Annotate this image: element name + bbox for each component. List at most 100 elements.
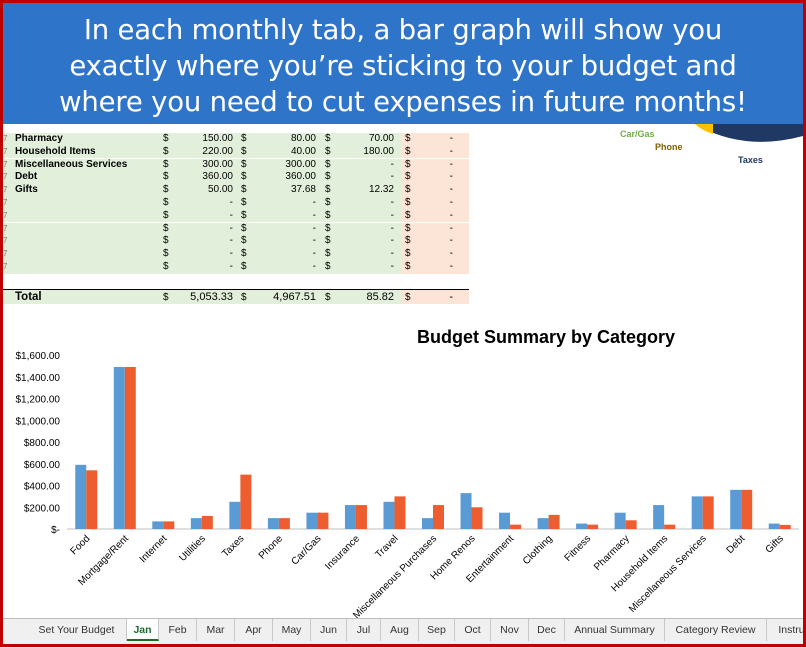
currency-symbol: $ — [405, 292, 411, 303]
row-marker: 7 — [3, 249, 8, 259]
pie-slice-taxes — [695, 124, 803, 142]
banner: In each monthly tab, a bar graph will sh… — [3, 3, 803, 124]
currency-symbol: $ — [163, 222, 169, 234]
pie-chart-fragment — [683, 124, 803, 142]
bar-series-1-9 — [422, 518, 433, 529]
bar-series-1-4 — [229, 501, 241, 529]
row-marker: 7 — [3, 223, 8, 233]
sheet-tab-feb[interactable]: Feb — [159, 619, 197, 641]
bar-series-2-9 — [433, 505, 444, 529]
bar-series-2-6 — [317, 512, 329, 529]
sheet-tab-category-review[interactable]: Category Review — [665, 619, 767, 641]
sheet-tab-instru[interactable]: Instru — [767, 619, 803, 641]
over-cell: - — [449, 235, 453, 247]
over-cell: - — [449, 145, 453, 157]
sheet-tab-nov[interactable]: Nov — [491, 619, 529, 641]
sheet-tab-mar[interactable]: Mar — [197, 619, 235, 641]
actual-cell: - — [312, 248, 316, 260]
row-bg-peach — [401, 133, 469, 146]
pie-label-phone: Phone — [655, 142, 683, 152]
sheet-tab-oct[interactable]: Oct — [455, 619, 491, 641]
currency-symbol: $ — [405, 222, 411, 234]
bar-series-2-16 — [702, 496, 714, 529]
row-bg-green — [3, 290, 401, 304]
diff-cell: - — [390, 235, 394, 247]
row-bg-green — [3, 209, 401, 223]
row-marker: 7 — [3, 172, 8, 182]
over-cell: - — [449, 197, 453, 208]
sheet-tab-jul[interactable]: Jul — [347, 619, 381, 641]
row-bg-peach — [401, 184, 469, 197]
row-marker: 7 — [3, 134, 8, 143]
total-row: Total $5,053.33 $4,967.51 $85.82 $ - — [3, 289, 469, 304]
row-bg-green — [3, 222, 401, 236]
x-tick-label: Travel — [373, 533, 400, 560]
sheet-tab-set-your-budget[interactable]: Set Your Budget — [27, 619, 127, 641]
diff-cell: - — [390, 222, 394, 234]
currency-symbol: $ — [241, 184, 247, 196]
currency-symbol: $ — [163, 133, 169, 144]
row-bg-green — [3, 133, 401, 146]
category-cell: Miscellaneous Services — [15, 158, 128, 170]
bar-series-1-14 — [614, 512, 626, 529]
sheet-tab-apr[interactable]: Apr — [235, 619, 273, 641]
x-tick-label: Utilities — [177, 533, 208, 564]
sheet-tab-aug[interactable]: Aug — [381, 619, 419, 641]
bar-series-1-0 — [75, 464, 87, 529]
bar-series-2-14 — [625, 520, 637, 529]
budget-cell: - — [229, 209, 233, 221]
budget-summary-chart: Budget Summary by Category $- $200.00 $400.… — [3, 313, 803, 621]
currency-symbol: $ — [325, 248, 331, 260]
table-row: 7 $ - $ - $ - $ - — [3, 197, 469, 210]
sheet-tab-annual-summary[interactable]: Annual Summary — [565, 619, 665, 641]
diff-cell: - — [390, 171, 394, 183]
currency-symbol: $ — [405, 209, 411, 221]
x-tick-label: Gifts — [764, 533, 786, 555]
currency-symbol: $ — [163, 292, 169, 303]
over-cell: - — [449, 158, 453, 170]
currency-symbol: $ — [163, 248, 169, 260]
bar-series-2-13 — [587, 524, 599, 529]
row-bg-green — [3, 235, 401, 248]
row-bg-peach — [401, 145, 469, 159]
x-tick-label: Car/Gas — [289, 533, 323, 567]
sheet-tab-dec[interactable]: Dec — [529, 619, 565, 641]
currency-symbol: $ — [405, 158, 411, 170]
bar-series-2-10 — [471, 507, 483, 529]
sheet-tab-sep[interactable]: Sep — [419, 619, 455, 641]
row-marker: 7 — [3, 146, 8, 156]
row-bg-green — [3, 158, 401, 172]
currency-symbol: $ — [163, 145, 169, 157]
x-tick-label: Taxes — [220, 533, 246, 559]
row-marker: 7 — [3, 159, 8, 169]
row-marker: 7 — [3, 262, 8, 271]
row-bg-green — [3, 171, 401, 184]
bar-series-1-10 — [460, 493, 472, 529]
sheet-tab-bar: Set Your Budget Jan Feb Mar Apr May Jun Jul Aug S… — [3, 618, 803, 644]
currency-symbol: $ — [325, 171, 331, 183]
x-tick-label: Internet — [138, 533, 170, 565]
sheet-tab-may[interactable]: May — [273, 619, 311, 641]
sheet-tab-jun[interactable]: Jun — [311, 619, 347, 641]
diff-cell: 85.82 — [366, 291, 394, 303]
bar-series-1-11 — [499, 512, 511, 529]
table-row: 7 $ - $ - $ - $ - — [3, 222, 469, 236]
bar-series-2-18 — [779, 524, 791, 529]
currency-symbol: $ — [325, 197, 331, 208]
table-row: 7 Miscellaneous Services $300.00 $300.00 $ - $… — [3, 158, 469, 172]
y-tick-label: $1,600.00 — [16, 351, 61, 362]
over-cell: - — [449, 133, 453, 144]
row-marker: 7 — [3, 185, 8, 195]
chart-title: Budget Summary by Category — [417, 327, 675, 347]
currency-symbol: $ — [163, 158, 169, 170]
actual-cell: 37.68 — [290, 184, 316, 196]
category-cell: Gifts — [15, 184, 38, 196]
table-row: 7 $ - $ - $ - $ - — [3, 261, 469, 274]
row-marker: 7 — [3, 198, 8, 207]
bar-series-2-3 — [201, 515, 213, 529]
table-row: 7 Gifts $50.00 $37.68 $12.32 $ - — [3, 184, 469, 197]
currency-symbol: $ — [325, 261, 331, 272]
row-bg-peach — [401, 248, 469, 261]
currency-symbol: $ — [241, 171, 247, 183]
sheet-tab-jan[interactable]: Jan — [127, 619, 159, 641]
